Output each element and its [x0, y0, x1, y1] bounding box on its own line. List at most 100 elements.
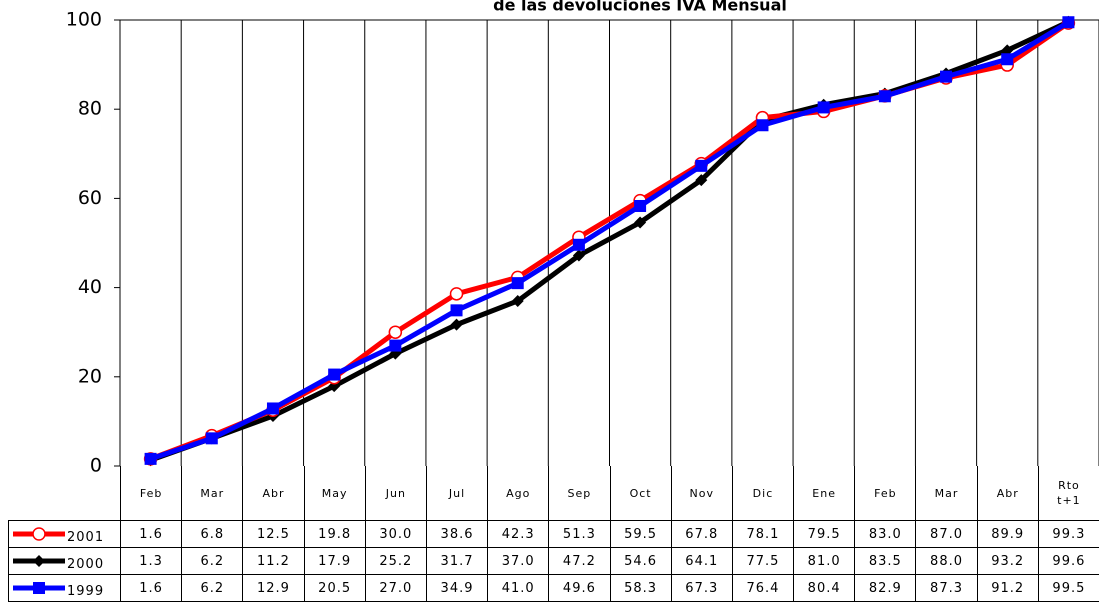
marker [450, 304, 463, 317]
data-label: 67.8 [670, 520, 733, 548]
legend-marker [32, 527, 46, 541]
data-label: 38.6 [425, 520, 489, 548]
data-label: 12.5 [242, 520, 305, 548]
data-label: 1.3 [120, 547, 183, 575]
legend-icon [13, 582, 65, 594]
marker [388, 325, 403, 339]
data-label: 87.0 [915, 520, 978, 548]
data-label: 99.5 [1037, 574, 1099, 602]
legend-icon [13, 527, 65, 541]
data-label: 77.5 [731, 547, 795, 575]
x-tick-label: Rto t+1 [1037, 466, 1099, 521]
data-label: 37.0 [487, 547, 550, 575]
y-tick-label: 0 [90, 455, 102, 477]
data-label: 25.2 [364, 547, 427, 575]
x-tick-label: Feb [854, 466, 917, 521]
data-label: 83.0 [854, 520, 917, 548]
marker [817, 101, 830, 114]
marker [389, 339, 402, 352]
x-tick-label: Jul [425, 466, 489, 521]
data-label: 42.3 [487, 520, 550, 548]
legend-label: 1999 [67, 583, 105, 599]
data-label: 80.4 [793, 574, 856, 602]
legend-marker [33, 555, 45, 567]
legend-label: 2000 [67, 556, 105, 572]
marker [450, 318, 463, 331]
marker [572, 249, 585, 262]
series-line [149, 20, 1070, 462]
data-label: 83.5 [854, 547, 917, 575]
data-label: 88.0 [915, 547, 978, 575]
marker [1001, 53, 1014, 66]
data-label: 12.9 [242, 574, 305, 602]
data-label: 93.2 [976, 547, 1039, 575]
data-label: 89.9 [976, 520, 1039, 548]
legend-icon [13, 555, 65, 567]
data-label: 78.1 [731, 520, 795, 548]
data-label: 82.9 [854, 574, 917, 602]
legend-entry: 1999 [8, 574, 121, 602]
x-tick-label: Abr [242, 466, 305, 521]
data-label: 11.2 [242, 547, 305, 575]
data-label: 1.6 [120, 574, 183, 602]
legend-entry: 2001 [8, 520, 121, 548]
marker [328, 368, 341, 381]
data-label: 6.2 [181, 574, 244, 602]
x-tick-label: Jun [364, 466, 427, 521]
marker [205, 432, 218, 445]
data-label: 34.9 [425, 574, 489, 602]
data-label: 59.5 [609, 520, 672, 548]
x-tick-label: Oct [609, 466, 672, 521]
x-tick-label: Dic [731, 466, 795, 521]
data-label: 87.3 [915, 574, 978, 602]
y-tick-label: 20 [78, 365, 102, 387]
y-tick-label: 100 [66, 9, 102, 31]
series-line [149, 19, 1070, 463]
data-label: 54.6 [609, 547, 672, 575]
marker [634, 216, 647, 229]
data-label: 79.5 [793, 520, 856, 548]
data-label: 6.8 [181, 520, 244, 548]
data-label: 20.5 [303, 574, 366, 602]
marker [266, 402, 279, 415]
x-tick-label: Ene [793, 466, 856, 521]
data-label: 17.9 [303, 547, 366, 575]
data-label: 91.2 [976, 574, 1039, 602]
data-label: 67.3 [670, 574, 733, 602]
x-tick-label: May [303, 466, 366, 521]
marker [144, 452, 157, 465]
chart-title: de las devoluciones IVA Mensual [493, 0, 787, 15]
x-tick-label: Feb [120, 466, 183, 521]
y-tick-label: 60 [78, 187, 102, 209]
data-label: 58.3 [609, 574, 672, 602]
legend-entry: 2000 [8, 547, 121, 575]
x-tick-label: Abr [976, 466, 1039, 521]
x-tick-label: Mar [915, 466, 978, 521]
data-label: 6.2 [181, 547, 244, 575]
marker [940, 70, 953, 83]
y-tick-label: 40 [78, 276, 102, 298]
data-label: 76.4 [731, 574, 795, 602]
marker [449, 287, 464, 301]
marker [1062, 16, 1075, 29]
data-label: 31.7 [425, 547, 489, 575]
marker [572, 238, 585, 251]
x-tick-label: Sep [548, 466, 611, 521]
marker [511, 277, 524, 290]
marker [756, 119, 769, 132]
marker [511, 294, 524, 307]
data-label: 51.3 [548, 520, 611, 548]
y-tick-label: 80 [78, 98, 102, 120]
data-label: 64.1 [670, 547, 733, 575]
data-label: 27.0 [364, 574, 427, 602]
legend-marker [33, 582, 45, 594]
data-label: 41.0 [487, 574, 550, 602]
x-tick-label: Nov [670, 466, 733, 521]
data-label: 49.6 [548, 574, 611, 602]
data-label: 30.0 [364, 520, 427, 548]
marker [878, 90, 891, 103]
marker [634, 199, 647, 212]
data-label: 47.2 [548, 547, 611, 575]
